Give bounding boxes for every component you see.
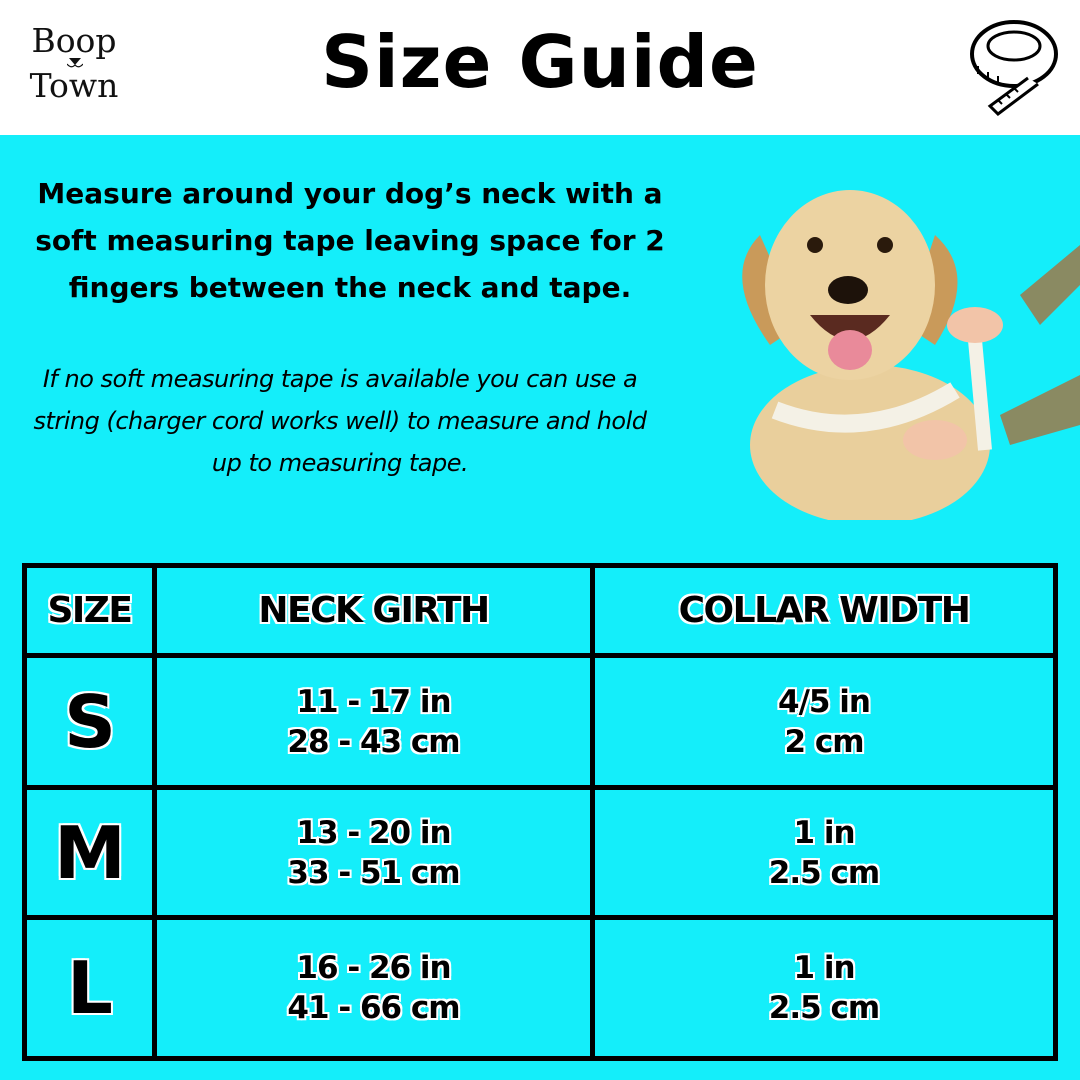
collar-width-cell: 1 in 2.5 cm <box>590 785 1058 920</box>
header-collar-width: COLLAR WIDTH <box>590 563 1058 658</box>
width-cm: 2 cm <box>784 723 864 760</box>
width-in: 4/5 in <box>778 683 871 720</box>
table-row: L 16 - 26 in 41 - 66 cm 1 in 2.5 cm <box>22 915 1058 1061</box>
girth-cm: 41 - 66 cm <box>287 990 460 1026</box>
girth-cm: 33 - 51 cm <box>287 854 460 891</box>
neck-girth-cell: 11 - 17 in 28 - 43 cm <box>152 653 595 790</box>
header-neck-girth: NECK GIRTH <box>152 563 595 658</box>
size-cell: S <box>22 653 157 790</box>
collar-width-cell: 1 in 2.5 cm <box>590 915 1058 1061</box>
page-title: Size Guide <box>321 20 759 104</box>
girth-in: 16 - 26 in <box>296 950 451 986</box>
width-cm: 2.5 cm <box>768 854 880 891</box>
width-cm: 2.5 cm <box>768 990 880 1026</box>
logo-line1: Boop <box>31 21 117 60</box>
table-row: S 11 - 17 in 28 - 43 cm 4/5 in 2 cm <box>22 653 1058 790</box>
header: Boop Town Size Guide <box>0 0 1080 135</box>
dog-measuring-illustration <box>742 190 1080 520</box>
table-row: M 13 - 20 in 33 - 51 cm 1 in 2.5 cm <box>22 785 1058 920</box>
girth-in: 11 - 17 in <box>296 683 451 720</box>
dog-nose-icon <box>67 58 83 68</box>
collar-width-cell: 4/5 in 2 cm <box>590 653 1058 790</box>
table-header-row: SIZE NECK GIRTH COLLAR WIDTH <box>22 563 1058 658</box>
size-table: SIZE NECK GIRTH COLLAR WIDTH S 11 - 17 i… <box>22 563 1058 1061</box>
measuring-note: If no soft measuring tape is available y… <box>33 365 647 477</box>
neck-girth-cell: 16 - 26 in 41 - 66 cm <box>152 915 595 1061</box>
logo-line2: Town <box>29 66 119 105</box>
girth-in: 13 - 20 in <box>296 814 451 851</box>
width-in: 1 in <box>793 950 855 986</box>
boop-town-logo: Boop Town <box>24 24 124 102</box>
girth-cm: 28 - 43 cm <box>287 723 460 760</box>
measuring-instruction: Measure around your dog’s neck with a so… <box>35 177 665 304</box>
header-size: SIZE <box>22 563 157 658</box>
neck-girth-cell: 13 - 20 in 33 - 51 cm <box>152 785 595 920</box>
size-cell: L <box>22 915 157 1061</box>
size-cell: M <box>22 785 157 920</box>
measuring-tape-icon <box>970 20 1058 116</box>
width-in: 1 in <box>793 814 855 851</box>
